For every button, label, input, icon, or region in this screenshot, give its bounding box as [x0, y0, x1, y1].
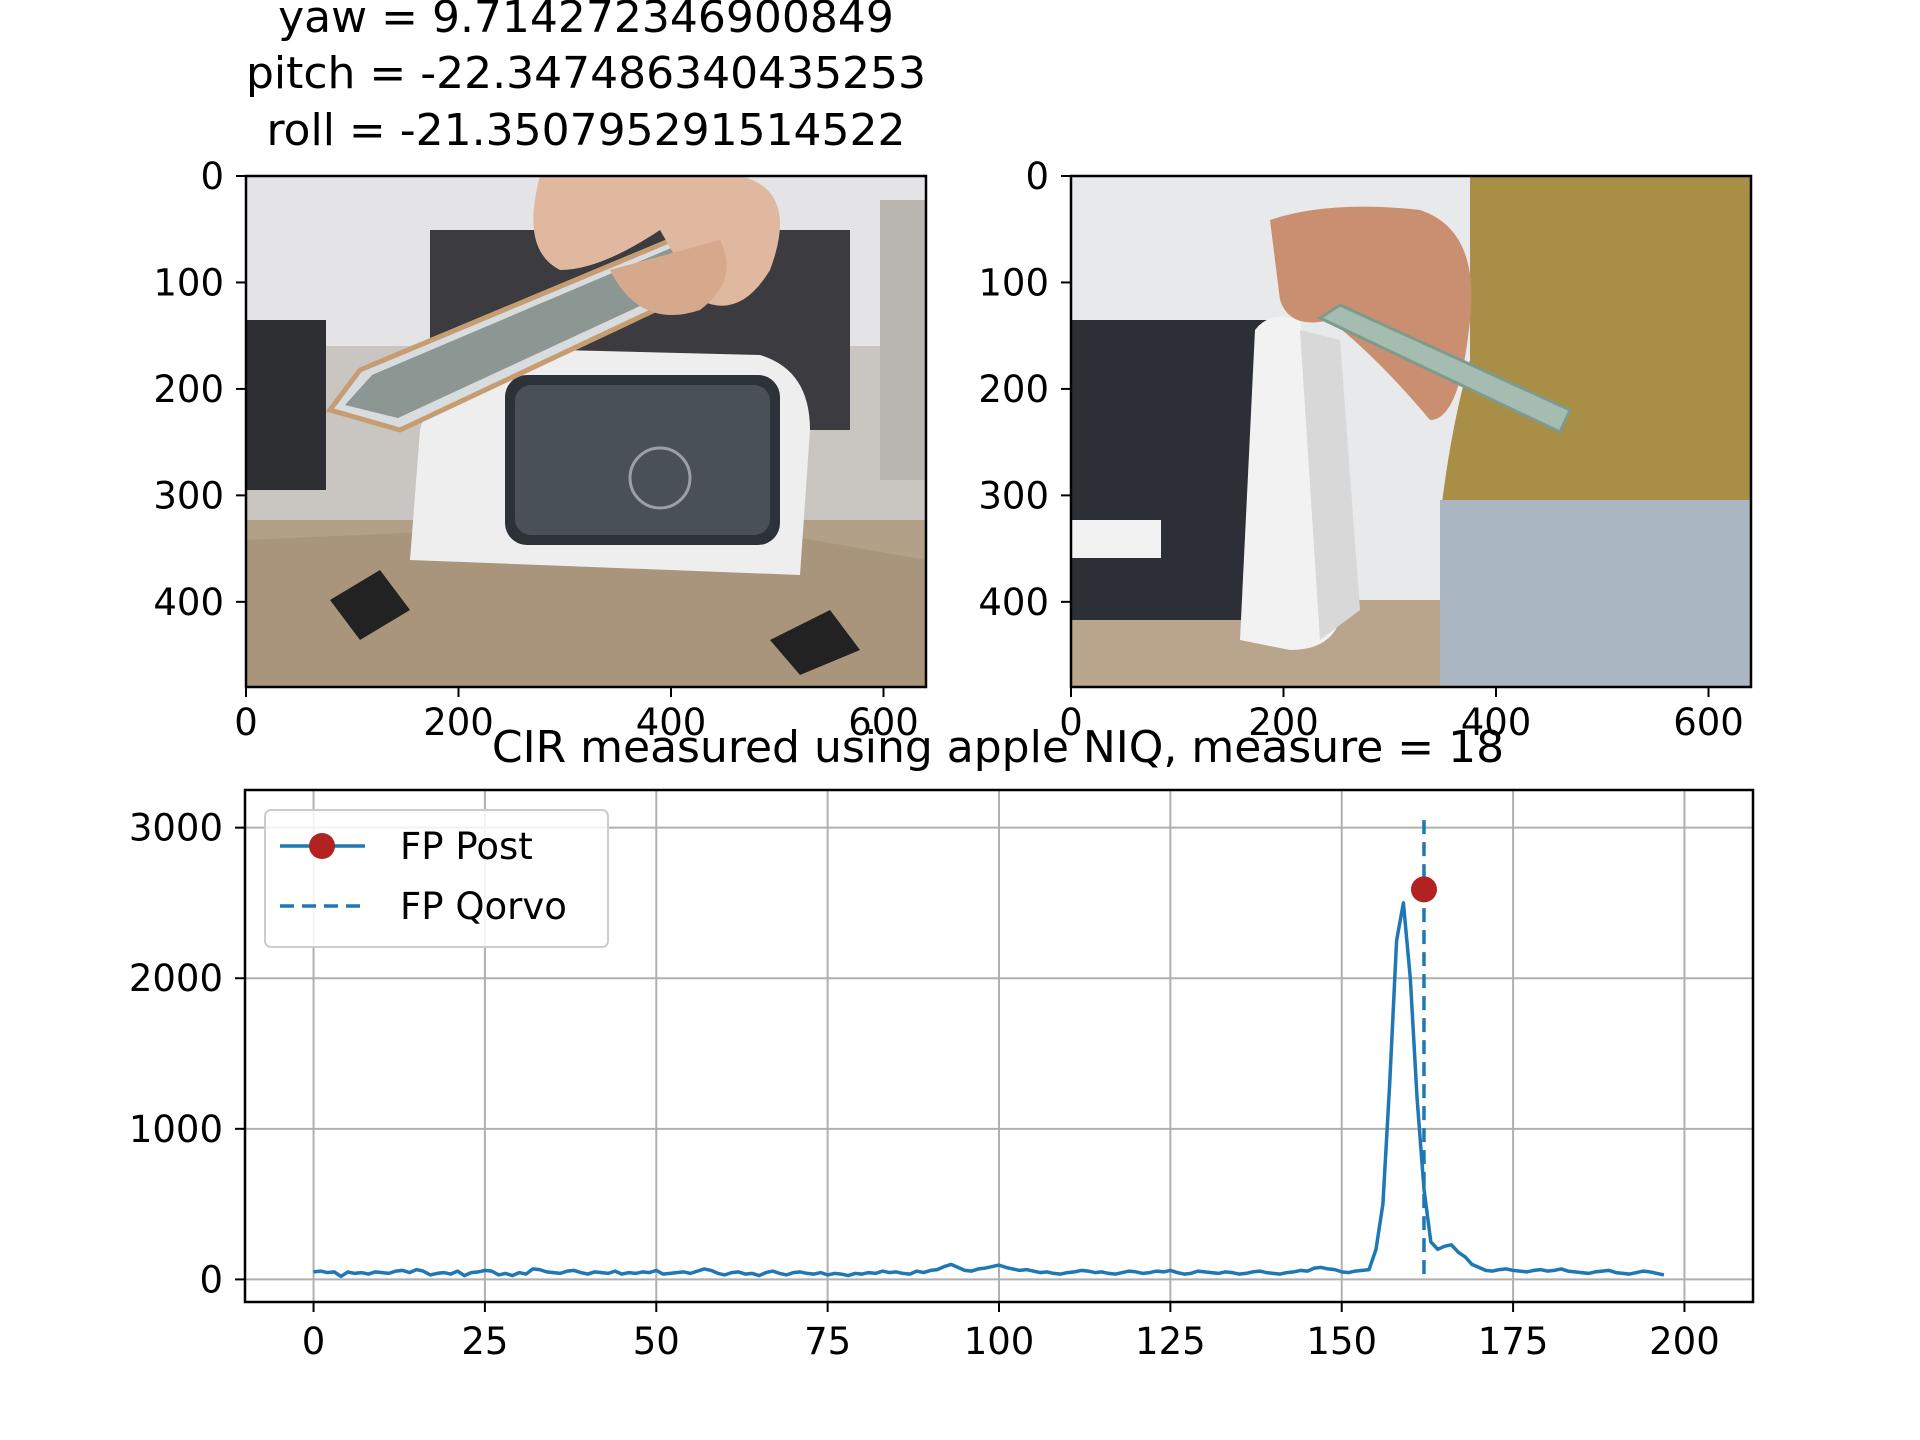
image-y-tick-label: 300 — [978, 474, 1049, 517]
legend-fp-qorvo-label: FP Qorvo — [400, 885, 567, 928]
y-tick-label: 0 — [199, 1258, 223, 1301]
legend-fp-post-marker — [309, 833, 335, 859]
roll-label: roll = -21.350795291514522 — [266, 105, 905, 156]
image-y-tick-label: 200 — [153, 368, 224, 411]
image-x-tick-label: 600 — [848, 701, 919, 744]
camera-photo-left — [246, 176, 926, 687]
chart-x-ticks: 0 25 50 75 100 125 150 175 200 — [302, 1302, 1720, 1363]
image-frame-right — [1069, 174, 1753, 689]
x-tick-label: 0 — [302, 1320, 326, 1363]
camera-photo-right — [1071, 176, 1751, 687]
image-x-tick-label: 400 — [636, 701, 707, 744]
image-y-tick-label: 100 — [978, 261, 1049, 304]
image-x-tick-label: 400 — [1461, 701, 1532, 744]
y-tick-label: 2000 — [129, 957, 223, 1000]
camera-image-panel-left: 0 100 200 300 400 0 200 400 600 — [153, 155, 928, 744]
pitch-label: pitch = -22.347486340435253 — [246, 48, 926, 99]
image-y-tick-label: 100 — [153, 261, 224, 304]
image-y-tick-label: 0 — [1025, 155, 1049, 198]
x-tick-label: 200 — [1649, 1320, 1720, 1363]
image-y-tick-label: 300 — [153, 474, 224, 517]
camera-image-panel-right: 0 100 200 300 400 0 200 400 600 — [978, 155, 1753, 744]
yaw-label: yaw = 9.714272346900849 — [278, 0, 894, 43]
image-x-tick-label: 200 — [1248, 701, 1319, 744]
x-tick-label: 75 — [804, 1320, 851, 1363]
image-y-tick-label: 400 — [978, 581, 1049, 624]
image-x-tick-label: 0 — [234, 701, 258, 744]
x-tick-label: 150 — [1306, 1320, 1377, 1363]
chart-frame — [243, 788, 1755, 1304]
chart-legend: FP Post FP Qorvo — [264, 809, 609, 948]
image-right-x-ticks: 0 200 400 600 — [1059, 687, 1744, 744]
chart-title: CIR measured using apple NIQ, measure = … — [492, 722, 1504, 773]
image-y-tick-label: 400 — [153, 581, 224, 624]
image-y-tick-label: 0 — [200, 155, 224, 198]
x-tick-label: 125 — [1135, 1320, 1206, 1363]
image-left-x-ticks: 0 200 400 600 — [234, 687, 919, 744]
x-tick-label: 50 — [633, 1320, 680, 1363]
x-tick-label: 25 — [461, 1320, 508, 1363]
orientation-title: yaw = 9.714272346900849 pitch = -22.3474… — [246, 0, 926, 156]
x-tick-label: 175 — [1478, 1320, 1549, 1363]
chart-y-ticks: 0 1000 2000 3000 — [129, 807, 245, 1301]
y-tick-label: 3000 — [129, 807, 223, 850]
image-right-y-ticks: 0 100 200 300 400 — [978, 155, 1071, 624]
y-tick-label: 1000 — [129, 1108, 223, 1151]
image-y-tick-label: 200 — [978, 368, 1049, 411]
fp-post-marker — [1410, 876, 1437, 903]
image-x-tick-label: 0 — [1059, 701, 1083, 744]
cir-chart: CIR measured using apple NIQ, measure = … — [129, 722, 1755, 1363]
image-x-tick-label: 200 — [423, 701, 494, 744]
image-x-tick-label: 600 — [1673, 701, 1744, 744]
fp-post-line — [313, 901, 1665, 1279]
image-frame-left — [244, 174, 928, 689]
x-tick-label: 100 — [964, 1320, 1035, 1363]
legend-fp-post-label: FP Post — [400, 825, 533, 868]
image-left-y-ticks: 0 100 200 300 400 — [153, 155, 246, 624]
